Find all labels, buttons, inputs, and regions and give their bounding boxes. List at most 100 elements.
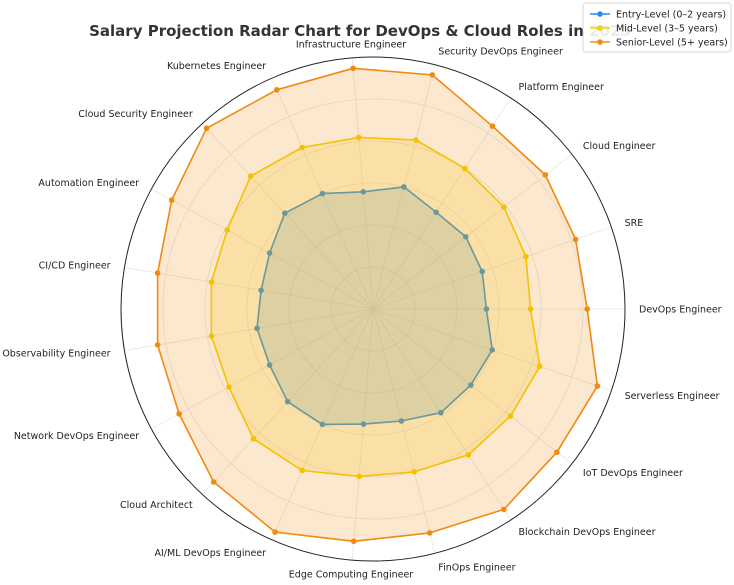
data-point bbox=[527, 306, 534, 312]
data-point bbox=[299, 144, 305, 151]
data-point bbox=[284, 398, 291, 405]
data-point bbox=[401, 184, 407, 190]
radar-series bbox=[154, 65, 601, 545]
legend-swatch-marker bbox=[597, 11, 603, 17]
grid-spoke bbox=[202, 123, 374, 310]
data-point bbox=[554, 449, 560, 456]
chart-title: Salary Projection Radar Chart for DevOps… bbox=[89, 22, 631, 40]
data-point bbox=[356, 473, 362, 480]
data-point bbox=[319, 421, 326, 428]
data-point bbox=[463, 234, 469, 240]
data-point bbox=[176, 411, 182, 417]
series-line bbox=[210, 136, 541, 478]
data-point bbox=[507, 413, 514, 419]
legend-swatch-marker bbox=[597, 39, 603, 45]
data-point bbox=[523, 253, 529, 260]
data-point bbox=[572, 236, 579, 243]
grid-spoke bbox=[151, 188, 374, 310]
data-point bbox=[258, 287, 264, 294]
category-label: Kubernetes Engineer bbox=[167, 61, 266, 72]
data-point bbox=[282, 210, 288, 216]
data-point bbox=[584, 306, 590, 312]
data-point bbox=[501, 506, 507, 513]
data-point bbox=[398, 418, 405, 424]
data-point bbox=[254, 325, 260, 332]
data-point bbox=[272, 529, 278, 535]
category-label: Observability Engineer bbox=[2, 348, 110, 359]
category-label: Security DevOps Engineer bbox=[438, 47, 563, 58]
series-area bbox=[211, 137, 540, 477]
data-point bbox=[411, 469, 418, 475]
grid-spoke bbox=[372, 153, 573, 310]
data-point bbox=[433, 209, 440, 216]
legend-entry: Senior-Level (5+ years) bbox=[616, 38, 728, 49]
data-point bbox=[360, 421, 367, 427]
data-point bbox=[168, 197, 175, 203]
grid-spoke bbox=[124, 308, 374, 351]
data-point bbox=[479, 268, 486, 275]
data-point bbox=[203, 125, 210, 131]
category-label: Edge Computing Engineer bbox=[289, 570, 414, 581]
legend-swatch-marker bbox=[597, 25, 603, 31]
data-point bbox=[208, 333, 215, 339]
category-label: Automation Engineer bbox=[38, 178, 139, 189]
legend-box bbox=[582, 2, 732, 53]
data-point bbox=[224, 227, 230, 233]
grid-spoke bbox=[372, 226, 612, 310]
category-label: AI/ML DevOps Engineer bbox=[155, 548, 267, 559]
data-point bbox=[489, 347, 496, 353]
data-point bbox=[350, 65, 356, 72]
series-area bbox=[157, 68, 598, 542]
category-label: Cloud Security Engineer bbox=[78, 109, 193, 120]
data-point bbox=[208, 279, 215, 285]
data-point bbox=[360, 189, 367, 195]
data-point bbox=[594, 383, 601, 389]
legend-entry: Entry-Level (0–2 years) bbox=[616, 10, 726, 21]
series-line bbox=[156, 67, 599, 543]
data-point bbox=[247, 173, 254, 179]
data-point bbox=[426, 530, 433, 536]
data-point bbox=[154, 270, 161, 276]
category-label: Infrastructure Engineer bbox=[296, 39, 406, 50]
category-labels: DevOps Engineer SRE Cloud Engineer Platform… bbox=[2, 39, 721, 580]
data-point bbox=[266, 362, 273, 368]
category-label: Cloud Engineer bbox=[583, 141, 656, 152]
category-label: IoT DevOps Engineer bbox=[583, 468, 683, 479]
data-point bbox=[429, 72, 436, 78]
data-point bbox=[537, 363, 543, 370]
category-label: FinOps Engineer bbox=[438, 562, 515, 573]
grid-spoke bbox=[351, 57, 374, 310]
category-label: Cloud Architect bbox=[120, 500, 193, 511]
data-point bbox=[468, 382, 474, 388]
category-label: Platform Engineer bbox=[519, 82, 604, 93]
grid-spoke bbox=[351, 308, 374, 561]
data-point bbox=[274, 87, 280, 93]
data-point bbox=[483, 306, 490, 312]
data-point bbox=[438, 409, 444, 416]
data-point bbox=[250, 436, 257, 442]
category-label: CI/CD Engineer bbox=[39, 261, 111, 272]
series-area bbox=[257, 186, 493, 425]
data-point bbox=[462, 165, 468, 172]
category-label: Network DevOps Engineer bbox=[14, 431, 139, 442]
data-point bbox=[542, 172, 549, 178]
data-point bbox=[319, 190, 326, 197]
data-point bbox=[465, 452, 472, 458]
outer-ring bbox=[120, 56, 626, 562]
data-point bbox=[489, 123, 496, 129]
category-label: SRE bbox=[625, 218, 644, 229]
data-point bbox=[413, 137, 419, 143]
data-point bbox=[501, 204, 507, 210]
series-line bbox=[256, 186, 493, 426]
grid-spoke bbox=[372, 97, 512, 310]
category-label: Blockchain DevOps Engineer bbox=[519, 527, 656, 538]
category-label: Serverless Engineer bbox=[625, 391, 720, 402]
data-point bbox=[356, 134, 362, 141]
legend-entry: Mid-Level (3–5 years) bbox=[616, 24, 718, 35]
grid-spoke bbox=[372, 308, 436, 554]
data-point bbox=[351, 538, 357, 545]
data-point bbox=[210, 479, 217, 485]
category-label: DevOps Engineer bbox=[639, 305, 722, 316]
data-point bbox=[154, 342, 161, 348]
